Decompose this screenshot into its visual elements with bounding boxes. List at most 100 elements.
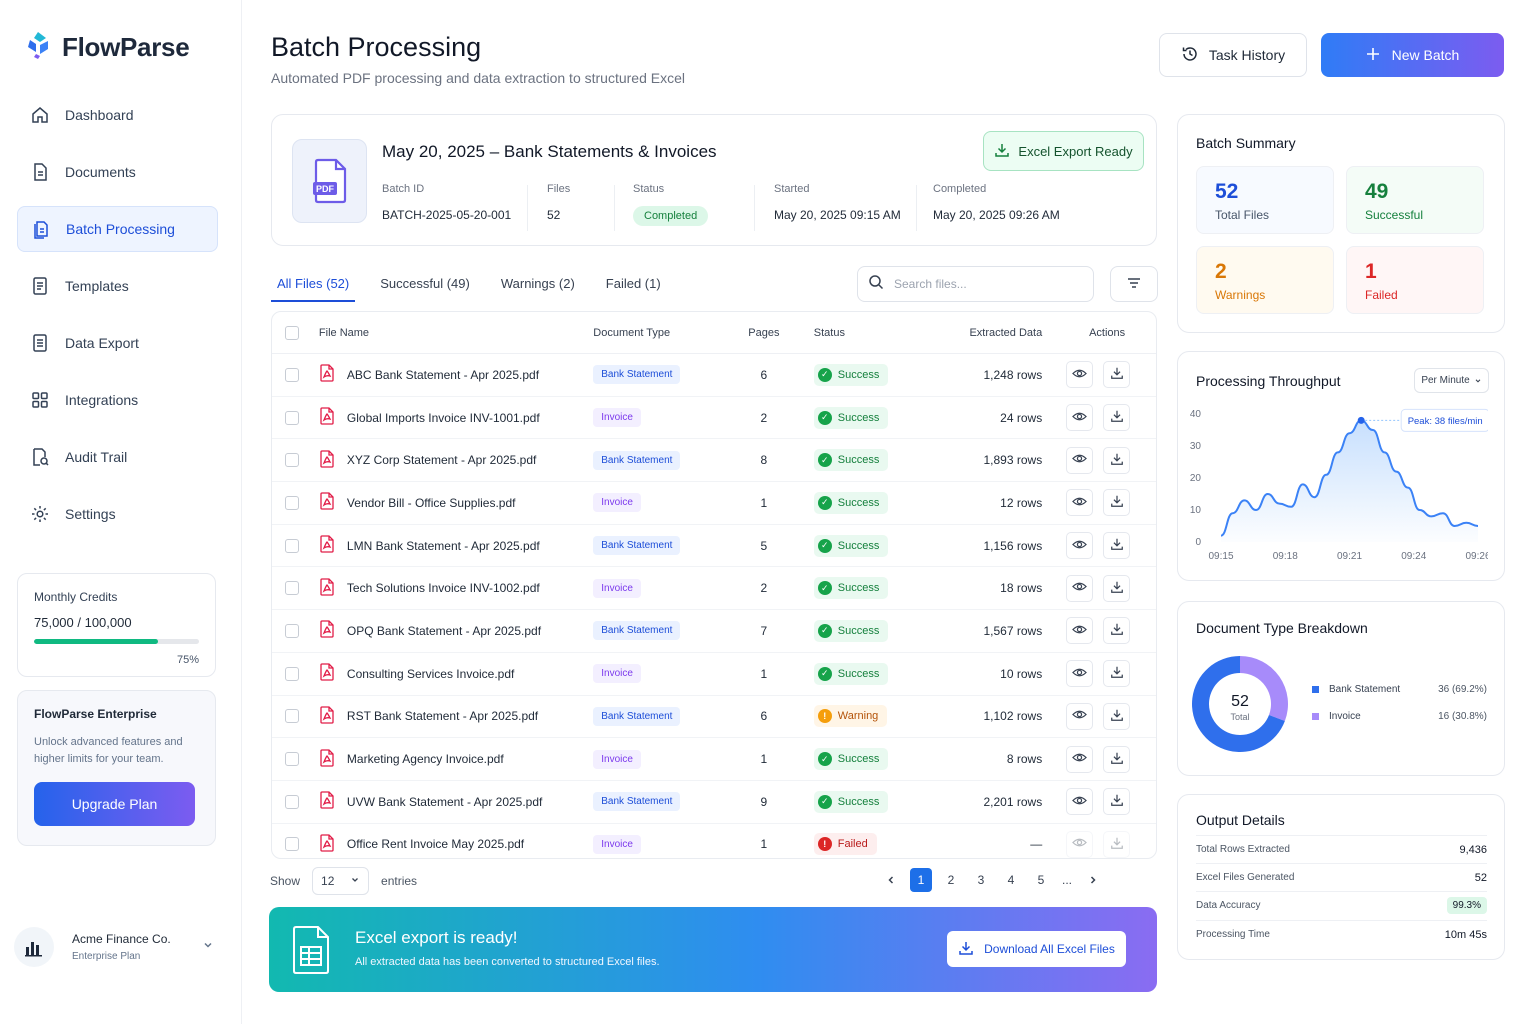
download-button[interactable] bbox=[1103, 788, 1130, 816]
file-name[interactable]: Office Rent Invoice May 2025.pdf bbox=[346, 837, 525, 852]
banner-subtitle: All extracted data has been converted to… bbox=[355, 956, 660, 968]
tab-failed[interactable]: Failed (1) bbox=[605, 276, 661, 291]
check-circle-icon: ✓ bbox=[817, 623, 832, 638]
download-button[interactable] bbox=[1103, 574, 1130, 602]
file-name[interactable]: OPQ Bank Statement - Apr 2025.pdf bbox=[346, 623, 542, 638]
file-name[interactable]: ABC Bank Statement - Apr 2025.pdf bbox=[346, 367, 540, 382]
download-button[interactable] bbox=[1103, 446, 1130, 474]
row-checkbox[interactable] bbox=[285, 581, 299, 596]
x-tick-label: 09:18 bbox=[1273, 551, 1298, 562]
status-badge: ! Warning bbox=[813, 705, 888, 728]
view-button[interactable] bbox=[1066, 404, 1093, 432]
status-badge: ✓ Success bbox=[813, 619, 889, 642]
tab-warnings[interactable]: Warnings (2) bbox=[500, 276, 575, 291]
page-button-4[interactable]: 4 bbox=[1007, 873, 1015, 887]
brand-logo[interactable]: FlowParse bbox=[24, 30, 190, 65]
download-button[interactable] bbox=[1103, 830, 1130, 858]
sidebar-item-dashboard[interactable]: Dashboard bbox=[17, 92, 218, 138]
view-button[interactable] bbox=[1066, 830, 1093, 858]
file-name[interactable]: Vendor Bill - Office Supplies.pdf bbox=[346, 495, 516, 510]
download-button[interactable] bbox=[1103, 532, 1130, 560]
table-row[interactable]: Global Imports Invoice INV-1001.pdf Invoi… bbox=[272, 397, 1156, 440]
excel-export-ready-button[interactable]: Excel Export Ready bbox=[983, 131, 1144, 171]
table-row[interactable]: Consulting Services Invoice.pdf Invoice 1 ✓… bbox=[272, 653, 1156, 696]
row-checkbox[interactable] bbox=[285, 453, 299, 468]
table-row[interactable]: UVW Bank Statement - Apr 2025.pdf Bank St… bbox=[272, 781, 1156, 824]
file-name[interactable]: RST Bank Statement - Apr 2025.pdf bbox=[346, 709, 539, 724]
file-name[interactable]: Consulting Services Invoice.pdf bbox=[346, 666, 515, 681]
view-button[interactable] bbox=[1066, 660, 1093, 688]
view-button[interactable] bbox=[1066, 788, 1093, 816]
file-name[interactable]: Tech Solutions Invoice INV-1002.pdf bbox=[346, 581, 540, 596]
download-button[interactable] bbox=[1103, 489, 1130, 517]
select-all-checkbox[interactable] bbox=[285, 325, 299, 340]
row-checkbox[interactable] bbox=[285, 709, 299, 724]
row-checkbox[interactable] bbox=[285, 666, 299, 681]
page-button-1[interactable]: 1 bbox=[910, 868, 932, 892]
sidebar-item-batch-processing[interactable]: Batch Processing bbox=[17, 206, 218, 252]
view-button[interactable] bbox=[1066, 361, 1093, 389]
chevron-down-icon[interactable] bbox=[202, 938, 214, 956]
row-checkbox[interactable] bbox=[285, 538, 299, 553]
download-button[interactable] bbox=[1103, 617, 1130, 645]
previous-page-button[interactable] bbox=[880, 868, 902, 892]
sidebar-item-documents[interactable]: Documents bbox=[17, 149, 218, 195]
sidebar-item-audit-trail[interactable]: Audit Trail bbox=[17, 434, 218, 480]
view-button[interactable] bbox=[1066, 745, 1093, 773]
download-button[interactable] bbox=[1103, 702, 1130, 730]
view-button[interactable] bbox=[1066, 532, 1093, 560]
file-name[interactable]: Marketing Agency Invoice.pdf bbox=[346, 752, 504, 767]
row-checkbox[interactable] bbox=[285, 752, 299, 767]
view-button[interactable] bbox=[1066, 489, 1093, 517]
account-switcher[interactable]: Acme Finance Co. Enterprise Plan bbox=[14, 927, 214, 967]
page-button-2[interactable]: 2 bbox=[947, 873, 955, 887]
table-row[interactable]: XYZ Corp Statement - Apr 2025.pdf Bank St… bbox=[272, 439, 1156, 483]
y-tick-label: 0 bbox=[1195, 537, 1201, 548]
sidebar-item-settings[interactable]: Settings bbox=[17, 491, 218, 537]
error-icon: ! bbox=[817, 837, 832, 852]
table-row[interactable]: Office Rent Invoice May 2025.pdf Invoice 1… bbox=[272, 824, 1156, 858]
sidebar-item-integrations[interactable]: Integrations bbox=[17, 377, 218, 423]
view-button[interactable] bbox=[1066, 702, 1093, 730]
table-row[interactable]: Marketing Agency Invoice.pdf Invoice 1 ✓ Suc… bbox=[272, 738, 1156, 781]
file-name[interactable]: LMN Bank Statement - Apr 2025.pdf bbox=[346, 538, 540, 553]
per-minute-select[interactable]: Per Minute bbox=[1414, 368, 1489, 393]
file-name[interactable]: Global Imports Invoice INV-1001.pdf bbox=[346, 410, 540, 425]
download-all-excel-button[interactable]: Download All Excel Files bbox=[947, 931, 1126, 967]
table-row[interactable]: RST Bank Statement - Apr 2025.pdf Bank St… bbox=[272, 696, 1156, 739]
file-name[interactable]: UVW Bank Statement - Apr 2025.pdf bbox=[346, 794, 543, 809]
download-button[interactable] bbox=[1103, 361, 1130, 389]
upgrade-plan-button[interactable]: Upgrade Plan bbox=[34, 782, 195, 826]
download-button[interactable] bbox=[1103, 660, 1130, 688]
row-checkbox[interactable] bbox=[285, 495, 299, 510]
next-page-button[interactable] bbox=[1082, 868, 1104, 892]
table-row[interactable]: Vendor Bill - Office Supplies.pdf Invoice… bbox=[272, 482, 1156, 525]
view-button[interactable] bbox=[1066, 617, 1093, 645]
row-checkbox[interactable] bbox=[285, 367, 299, 382]
page-button-3[interactable]: 3 bbox=[977, 873, 985, 887]
page-button-5[interactable]: 5 bbox=[1037, 873, 1045, 887]
file-name[interactable]: XYZ Corp Statement - Apr 2025.pdf bbox=[346, 453, 537, 468]
row-checkbox[interactable] bbox=[285, 794, 299, 809]
table-row[interactable]: ABC Bank Statement - Apr 2025.pdf Bank St… bbox=[272, 354, 1156, 397]
download-button[interactable] bbox=[1103, 404, 1130, 432]
sidebar-item-data-export[interactable]: Data Export bbox=[17, 320, 218, 366]
pdf-icon bbox=[319, 834, 335, 855]
table-row[interactable]: LMN Bank Statement - Apr 2025.pdf Bank St… bbox=[272, 525, 1156, 568]
view-button[interactable] bbox=[1066, 574, 1093, 602]
table-row[interactable]: Tech Solutions Invoice INV-1002.pdf Invoi… bbox=[272, 567, 1156, 611]
row-checkbox[interactable] bbox=[285, 837, 299, 852]
row-checkbox[interactable] bbox=[285, 623, 299, 638]
download-button[interactable] bbox=[1103, 745, 1130, 773]
new-batch-button[interactable]: New Batch bbox=[1321, 33, 1504, 77]
row-checkbox[interactable] bbox=[285, 410, 299, 425]
tab-all-files[interactable]: All Files (52) bbox=[271, 270, 356, 302]
sidebar-item-templates[interactable]: Templates bbox=[17, 263, 218, 309]
page-size-select[interactable]: 12 bbox=[312, 867, 370, 895]
search-input[interactable] bbox=[894, 277, 1074, 291]
table-row[interactable]: OPQ Bank Statement - Apr 2025.pdf Bank St… bbox=[272, 610, 1156, 653]
task-history-button[interactable]: Task History bbox=[1159, 33, 1307, 77]
filter-button[interactable] bbox=[1110, 266, 1158, 302]
tab-successful[interactable]: Successful (49) bbox=[380, 276, 470, 291]
view-button[interactable] bbox=[1066, 446, 1093, 474]
